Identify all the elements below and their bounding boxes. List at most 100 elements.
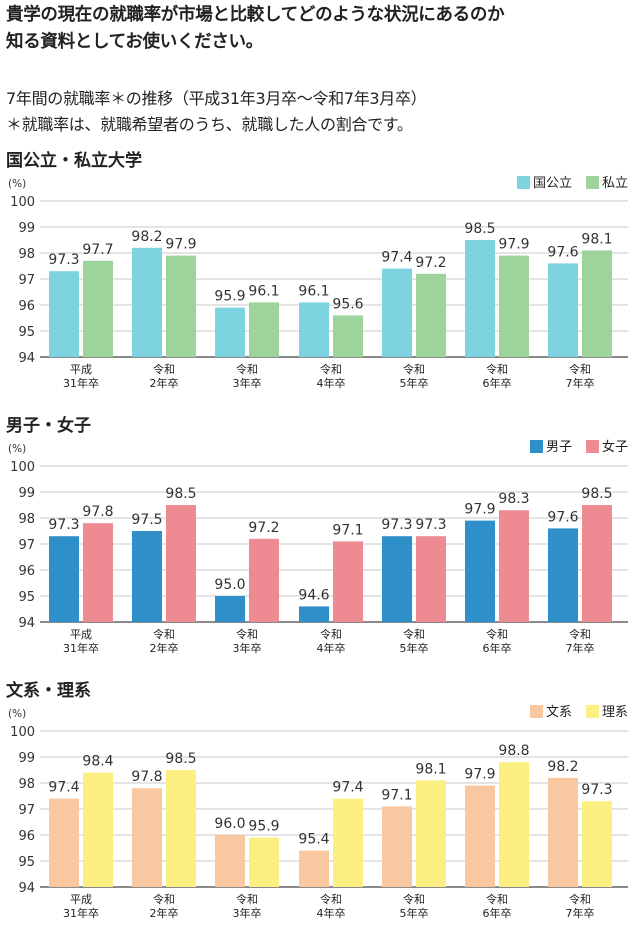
bar [333,541,363,622]
notes: 7年間の就職率＊の推移（平成31年3月卒〜令和7年3月卒） ＊就職率は、就職希望… [6,86,427,138]
y-tick-label: 95 [18,590,35,605]
y-tick-label: 97 [18,538,35,553]
x-tick-label: 令和 [569,892,591,906]
data-label: 95.9 [214,289,245,305]
chart-title: 文系・理系 [6,680,91,701]
data-label: 95.6 [332,296,363,312]
x-tick-label: 5年卒 [400,641,429,655]
data-label: 97.4 [381,250,412,266]
data-label: 98.2 [131,229,162,245]
bar [582,801,612,887]
bar [548,263,578,357]
y-tick-label: 94 [18,351,35,366]
bar [582,250,612,357]
bar [215,596,245,622]
bar [132,247,162,357]
bar [333,798,363,887]
data-label: 96.1 [298,283,329,299]
x-tick-label: 5年卒 [400,906,429,920]
bar [49,536,79,622]
y-tick-label: 97 [18,273,35,288]
y-tick-label: 96 [18,299,35,314]
bar [499,510,529,622]
bar [382,268,412,357]
data-label: 96.0 [214,816,245,832]
bar [166,505,196,622]
x-tick-label: 令和 [403,362,425,376]
bar [49,798,79,887]
data-label: 97.8 [131,769,162,785]
x-tick-label: 令和 [320,627,342,641]
x-tick-label: 3年卒 [233,641,262,655]
bar [465,520,495,622]
x-tick-label: 31年卒 [63,906,99,920]
bar [249,538,279,622]
bar [215,307,245,357]
legend-swatch [586,440,599,453]
x-tick-label: 31年卒 [63,376,99,390]
y-tick-label: 98 [18,247,35,262]
data-label: 97.9 [464,767,495,783]
bar [299,606,329,622]
legend-label: 女子 [602,439,628,455]
data-label: 97.6 [547,509,578,525]
bar [416,273,446,357]
bar [465,785,495,887]
x-tick-label: 5年卒 [400,376,429,390]
x-tick-label: 令和 [236,362,258,376]
x-tick-label: 令和 [569,362,591,376]
bar [132,531,162,622]
y-tick-label: 94 [18,881,35,896]
data-label: 97.3 [581,782,612,798]
y-tick-label: 95 [18,855,35,870]
bar [83,260,113,357]
bar [249,837,279,887]
data-label: 98.4 [82,754,113,770]
y-tick-label: 96 [18,564,35,579]
data-label: 97.9 [498,237,529,253]
bar [416,780,446,887]
chart-title: 国公立・私立大学 [6,150,142,171]
x-tick-label: 2年卒 [150,906,179,920]
y-axis-unit: (%) [8,708,26,720]
note-line-2: ＊就職率は、就職希望者のうち、就職した人の割合です。 [6,115,413,134]
x-tick-label: 令和 [320,892,342,906]
y-tick-label: 99 [18,486,35,501]
data-label: 98.5 [581,486,612,502]
legend-swatch [586,705,599,718]
bar [582,505,612,622]
y-axis-unit: (%) [8,443,26,455]
data-label: 97.7 [82,242,113,258]
bar [499,255,529,357]
x-tick-label: 令和 [486,627,508,641]
data-label: 97.4 [48,780,79,796]
y-tick-label: 99 [18,221,35,236]
data-label: 97.2 [248,520,279,536]
data-label: 97.2 [415,255,446,271]
data-label: 94.6 [298,587,329,603]
x-tick-label: 7年卒 [566,906,595,920]
x-tick-label: 令和 [486,892,508,906]
data-label: 96.1 [248,283,279,299]
x-tick-label: 31年卒 [63,641,99,655]
y-axis-unit: (%) [8,178,26,190]
data-label: 95.9 [248,819,279,835]
note-line-1: 7年間の就職率＊の推移（平成31年3月卒〜令和7年3月卒） [6,89,427,108]
data-label: 95.4 [298,832,329,848]
x-tick-label: 令和 [403,892,425,906]
y-tick-label: 100 [10,725,35,740]
data-label: 97.1 [381,787,412,803]
data-label: 98.1 [581,231,612,247]
bar [382,806,412,887]
bar [499,762,529,887]
x-tick-label: 3年卒 [233,906,262,920]
bar [548,528,578,622]
x-tick-label: 6年卒 [483,376,512,390]
chart-2: 男子・女子 (%) 94 95 96 97 98 99 100 女子 男子 97.3 97.5 95.0 9… [6,415,628,655]
x-tick-label: 平成 [70,628,92,641]
x-tick-label: 令和 [153,362,175,376]
x-tick-label: 2年卒 [150,641,179,655]
bar [299,302,329,357]
y-tick-label: 96 [18,829,35,844]
bar [548,777,578,887]
